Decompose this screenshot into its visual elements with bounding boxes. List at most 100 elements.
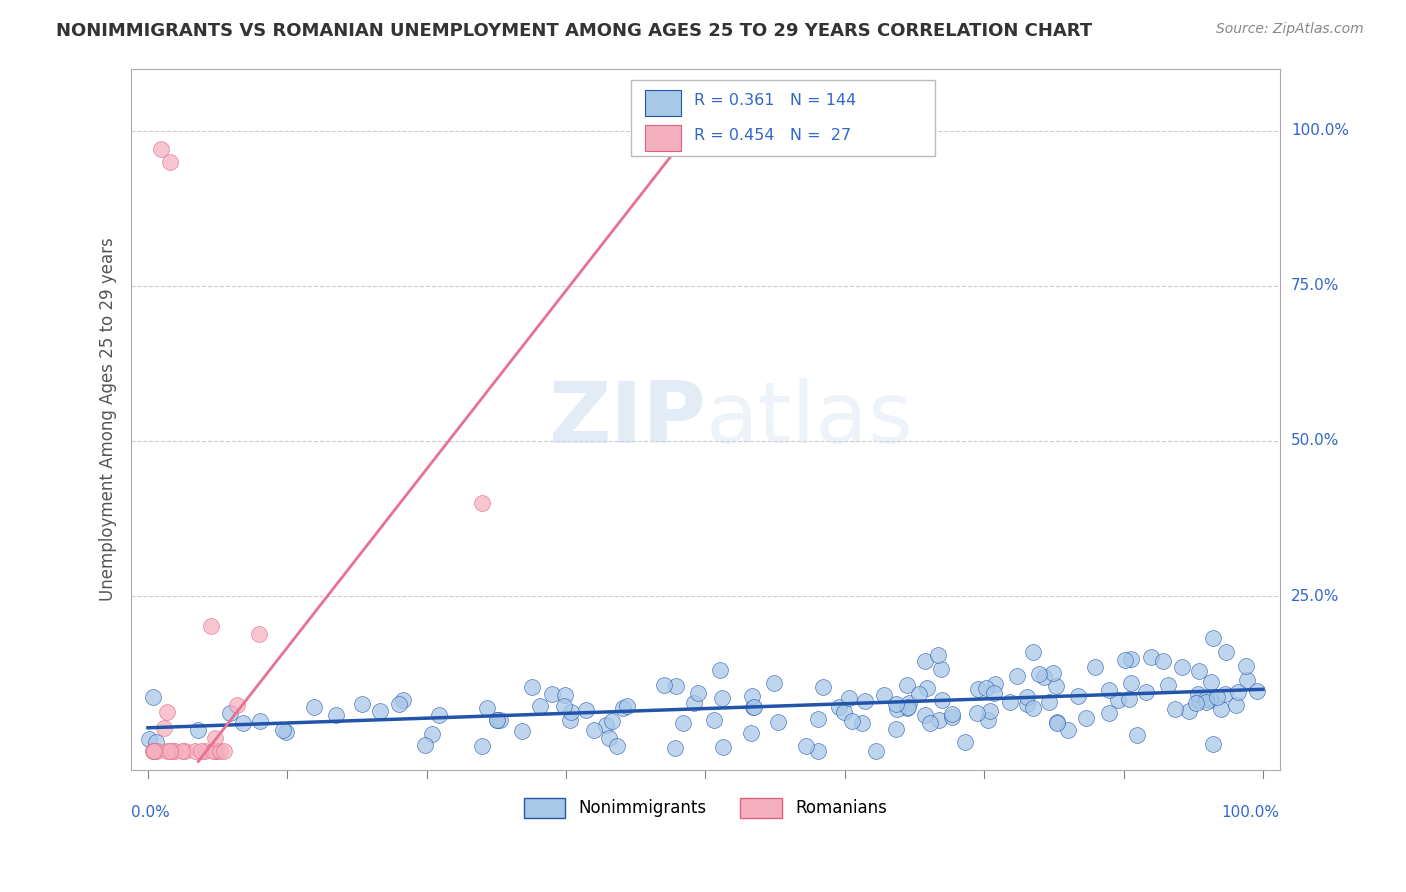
Point bbox=[1234, 659, 1257, 673]
Point bbox=[226, 698, 249, 713]
Bar bbox=[644, 90, 682, 116]
Point bbox=[1028, 667, 1050, 681]
Point bbox=[1097, 683, 1119, 698]
Point bbox=[150, 142, 173, 156]
Point bbox=[711, 690, 734, 705]
Point bbox=[998, 695, 1021, 709]
Point bbox=[838, 691, 860, 706]
Point bbox=[602, 714, 624, 729]
Point bbox=[1056, 723, 1078, 737]
Bar bbox=[644, 125, 682, 151]
Point bbox=[742, 699, 765, 714]
Point bbox=[741, 689, 763, 703]
Point bbox=[1157, 678, 1180, 692]
Point bbox=[392, 692, 415, 706]
Point bbox=[966, 681, 988, 696]
Point bbox=[941, 710, 963, 724]
Point bbox=[1084, 660, 1107, 674]
Point bbox=[142, 744, 165, 758]
Point bbox=[1205, 690, 1227, 704]
Point bbox=[1046, 715, 1069, 730]
Point bbox=[1187, 664, 1209, 678]
Point bbox=[931, 692, 953, 706]
Point bbox=[807, 744, 830, 758]
Point bbox=[1121, 652, 1143, 666]
Point bbox=[471, 739, 494, 753]
Point bbox=[1038, 695, 1060, 709]
Point bbox=[194, 744, 217, 758]
Point bbox=[886, 702, 908, 716]
Point bbox=[606, 739, 628, 754]
Point bbox=[841, 714, 863, 728]
Point bbox=[1225, 698, 1247, 712]
Point bbox=[370, 704, 392, 718]
Point bbox=[914, 654, 936, 668]
Point bbox=[740, 725, 762, 739]
Point bbox=[529, 699, 551, 714]
Point bbox=[1246, 683, 1268, 698]
Point bbox=[142, 744, 165, 758]
Point bbox=[766, 714, 789, 729]
Point bbox=[249, 714, 271, 728]
Point bbox=[1042, 665, 1064, 680]
Point bbox=[966, 706, 988, 721]
Point bbox=[983, 676, 1005, 690]
Point bbox=[914, 708, 936, 723]
Point bbox=[512, 723, 534, 738]
Point bbox=[152, 721, 174, 735]
Point bbox=[672, 715, 695, 730]
Point bbox=[159, 154, 181, 169]
Point bbox=[741, 700, 763, 714]
Point bbox=[205, 744, 228, 758]
Point bbox=[1171, 660, 1194, 674]
Point bbox=[616, 699, 638, 714]
Point bbox=[1045, 680, 1067, 694]
Point bbox=[828, 699, 851, 714]
Point bbox=[941, 706, 963, 721]
Point bbox=[1107, 693, 1129, 707]
Point bbox=[575, 703, 598, 717]
Point bbox=[955, 735, 977, 749]
Point bbox=[853, 694, 876, 708]
Point bbox=[558, 713, 581, 727]
Point bbox=[1046, 716, 1069, 731]
Point bbox=[165, 744, 187, 758]
Point bbox=[187, 723, 209, 738]
Text: Source: ZipAtlas.com: Source: ZipAtlas.com bbox=[1216, 22, 1364, 37]
Point bbox=[806, 712, 828, 726]
Point bbox=[896, 678, 918, 692]
Point bbox=[156, 705, 179, 719]
Point bbox=[1177, 704, 1199, 718]
Text: 100.0%: 100.0% bbox=[1222, 805, 1279, 820]
Point bbox=[554, 688, 576, 702]
Point bbox=[1185, 696, 1208, 710]
Point bbox=[1213, 687, 1236, 701]
Point bbox=[1114, 653, 1136, 667]
Point bbox=[979, 704, 1001, 718]
Point bbox=[664, 741, 686, 756]
Point bbox=[654, 678, 676, 692]
Point bbox=[1236, 673, 1258, 687]
Point bbox=[274, 725, 297, 739]
Point bbox=[1066, 690, 1088, 704]
Point bbox=[665, 679, 688, 693]
Point bbox=[1118, 691, 1140, 706]
Point bbox=[200, 618, 222, 632]
Point bbox=[204, 731, 226, 745]
Point bbox=[1097, 706, 1119, 720]
Point bbox=[174, 744, 197, 758]
Point bbox=[471, 496, 494, 510]
Point bbox=[851, 716, 873, 731]
FancyBboxPatch shape bbox=[631, 80, 935, 156]
Point bbox=[202, 744, 225, 758]
Point bbox=[325, 708, 347, 723]
Point bbox=[1226, 685, 1249, 699]
Point bbox=[155, 744, 177, 758]
Point bbox=[865, 744, 887, 758]
Point bbox=[1022, 701, 1045, 715]
Point bbox=[172, 744, 194, 758]
Point bbox=[928, 713, 950, 727]
Y-axis label: Unemployment Among Ages 25 to 29 years: Unemployment Among Ages 25 to 29 years bbox=[100, 237, 117, 601]
Point bbox=[1215, 644, 1237, 658]
Point bbox=[232, 715, 254, 730]
